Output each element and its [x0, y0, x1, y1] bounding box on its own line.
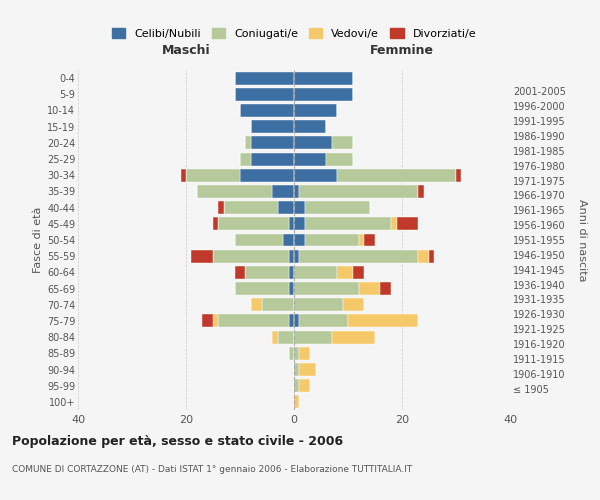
Bar: [294, 330, 332, 344]
Bar: [294, 379, 299, 392]
Bar: [337, 266, 353, 279]
Bar: [294, 104, 337, 117]
Bar: [294, 136, 332, 149]
Bar: [186, 169, 240, 181]
Bar: [348, 314, 418, 328]
Bar: [299, 185, 418, 198]
Bar: [294, 169, 337, 181]
Bar: [418, 250, 429, 262]
Bar: [456, 169, 461, 181]
Bar: [359, 282, 380, 295]
Bar: [218, 218, 289, 230]
Bar: [262, 298, 294, 311]
Y-axis label: Fasce di età: Fasce di età: [32, 207, 43, 273]
Bar: [289, 347, 294, 360]
Bar: [235, 266, 245, 279]
Bar: [299, 379, 310, 392]
Bar: [294, 363, 299, 376]
Text: COMUNE DI CORTAZZONE (AT) - Dati ISTAT 1° gennaio 2006 - Elaborazione TUTTITALIA: COMUNE DI CORTAZZONE (AT) - Dati ISTAT 1…: [12, 465, 412, 474]
Bar: [235, 282, 289, 295]
Bar: [305, 218, 391, 230]
Bar: [289, 218, 294, 230]
Bar: [397, 218, 418, 230]
Bar: [278, 330, 294, 344]
Bar: [235, 88, 294, 101]
Bar: [299, 347, 310, 360]
Bar: [289, 282, 294, 295]
Bar: [240, 152, 251, 166]
Bar: [251, 152, 294, 166]
Bar: [283, 234, 294, 246]
Bar: [429, 250, 434, 262]
Legend: Celibi/Nubili, Coniugati/e, Vedovi/e, Divorziati/e: Celibi/Nubili, Coniugati/e, Vedovi/e, Di…: [112, 28, 476, 38]
Bar: [251, 136, 294, 149]
Bar: [245, 136, 251, 149]
Bar: [245, 266, 289, 279]
Bar: [294, 396, 299, 408]
Bar: [213, 250, 289, 262]
Bar: [289, 314, 294, 328]
Bar: [251, 298, 262, 311]
Bar: [294, 347, 299, 360]
Bar: [294, 185, 299, 198]
Bar: [197, 185, 272, 198]
Text: Femmine: Femmine: [370, 44, 434, 57]
Bar: [294, 72, 353, 85]
Bar: [289, 250, 294, 262]
Bar: [294, 266, 337, 279]
Bar: [391, 218, 397, 230]
Bar: [218, 314, 289, 328]
Text: Popolazione per età, sesso e stato civile - 2006: Popolazione per età, sesso e stato civil…: [12, 435, 343, 448]
Bar: [364, 234, 375, 246]
Bar: [305, 201, 370, 214]
Bar: [224, 201, 278, 214]
Bar: [272, 185, 294, 198]
Bar: [305, 234, 359, 246]
Bar: [294, 250, 299, 262]
Bar: [343, 298, 364, 311]
Bar: [294, 298, 343, 311]
Bar: [299, 250, 418, 262]
Bar: [235, 234, 283, 246]
Bar: [299, 363, 316, 376]
Bar: [213, 218, 218, 230]
Text: Anni di nascita: Anni di nascita: [577, 198, 587, 281]
Bar: [240, 104, 294, 117]
Bar: [294, 201, 305, 214]
Bar: [380, 282, 391, 295]
Bar: [337, 169, 456, 181]
Bar: [289, 266, 294, 279]
Bar: [278, 201, 294, 214]
Bar: [332, 330, 375, 344]
Bar: [294, 120, 326, 133]
Bar: [294, 218, 305, 230]
Bar: [326, 152, 353, 166]
Bar: [181, 169, 186, 181]
Text: Maschi: Maschi: [161, 44, 211, 57]
Bar: [235, 72, 294, 85]
Bar: [191, 250, 213, 262]
Bar: [299, 314, 348, 328]
Bar: [294, 88, 353, 101]
Bar: [240, 169, 294, 181]
Bar: [353, 266, 364, 279]
Bar: [359, 234, 364, 246]
Bar: [202, 314, 213, 328]
Bar: [418, 185, 424, 198]
Bar: [332, 136, 353, 149]
Bar: [218, 201, 224, 214]
Bar: [294, 234, 305, 246]
Bar: [294, 152, 326, 166]
Bar: [294, 314, 299, 328]
Bar: [272, 330, 278, 344]
Bar: [213, 314, 218, 328]
Bar: [251, 120, 294, 133]
Bar: [294, 282, 359, 295]
